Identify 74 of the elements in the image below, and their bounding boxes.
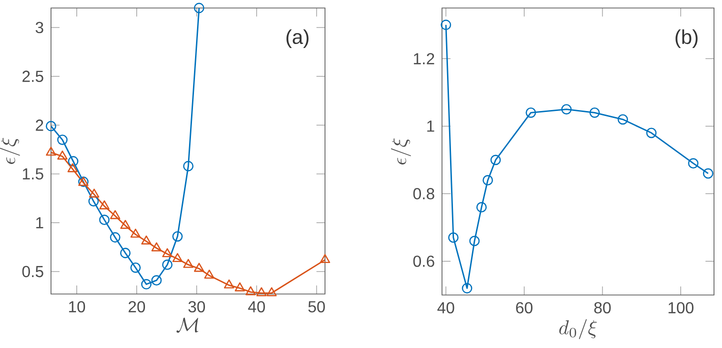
x-tick-label: 20 xyxy=(128,301,146,312)
x-axis-title: $d_0/\xi$ xyxy=(559,319,597,340)
point xyxy=(172,253,183,262)
point xyxy=(688,158,698,169)
x-tick-label: 10 xyxy=(69,301,86,312)
point xyxy=(266,287,277,296)
point xyxy=(702,168,714,179)
point xyxy=(141,235,152,244)
point xyxy=(99,200,110,210)
point xyxy=(57,150,68,160)
point xyxy=(462,283,472,294)
point xyxy=(68,156,78,166)
point xyxy=(440,20,452,30)
point xyxy=(490,154,501,166)
y-tick-label: 1 xyxy=(427,120,434,132)
annotation: (b) xyxy=(676,29,698,48)
point xyxy=(561,104,572,114)
y-tick-label: 0.8 xyxy=(413,188,434,200)
point xyxy=(162,260,173,270)
point xyxy=(183,160,194,172)
x-tick-label: 60 xyxy=(516,302,532,314)
point xyxy=(194,262,204,272)
point xyxy=(88,196,99,206)
x-tick-label: 80 xyxy=(594,302,611,314)
point xyxy=(46,146,56,156)
point xyxy=(224,279,234,288)
point xyxy=(67,163,78,172)
y-axis-title: $\epsilon/\xi$ xyxy=(0,138,20,164)
point xyxy=(320,254,330,264)
point xyxy=(234,282,245,292)
point xyxy=(246,286,256,296)
point xyxy=(46,120,56,132)
x-tick-label: 40 xyxy=(248,301,265,312)
point xyxy=(194,2,204,14)
point xyxy=(89,188,100,198)
y-tick-label: 2 xyxy=(36,120,44,131)
point xyxy=(589,107,600,118)
point xyxy=(646,128,657,138)
point xyxy=(448,232,459,243)
y-tick-label: 1 xyxy=(36,217,44,228)
point xyxy=(151,275,162,286)
point xyxy=(120,248,131,258)
x-tick-label: 40 xyxy=(437,302,454,314)
y-tick-label: 2.5 xyxy=(22,70,44,82)
y-tick-label: 1.2 xyxy=(414,53,434,64)
point xyxy=(476,202,487,212)
y-tick-label: 1.5 xyxy=(22,168,44,180)
point xyxy=(130,228,141,238)
point xyxy=(151,242,162,252)
y-tick-label: 3 xyxy=(36,22,44,34)
y-tick-label: 0.5 xyxy=(22,266,44,278)
point xyxy=(183,258,194,268)
point xyxy=(110,232,120,243)
x-tick-label: 50 xyxy=(308,301,325,312)
point xyxy=(172,231,183,242)
y-axis-title: $\epsilon/\xi$ xyxy=(390,138,411,164)
point xyxy=(120,220,130,229)
x-tick-label: 100 xyxy=(668,302,694,314)
point xyxy=(162,248,172,258)
point xyxy=(141,279,152,290)
y-tick-label: 0.6 xyxy=(413,256,434,267)
x-tick-label: 30 xyxy=(188,301,205,312)
point xyxy=(526,107,536,118)
point xyxy=(99,214,110,226)
point xyxy=(110,210,120,220)
point xyxy=(618,114,628,125)
annotation: (a) xyxy=(286,29,308,48)
point xyxy=(256,287,267,296)
point xyxy=(130,262,141,273)
point xyxy=(482,175,493,186)
x-axis-title: $\mathcal{M}$ xyxy=(176,318,198,333)
point xyxy=(57,134,68,145)
point xyxy=(204,270,214,279)
point xyxy=(469,236,480,246)
